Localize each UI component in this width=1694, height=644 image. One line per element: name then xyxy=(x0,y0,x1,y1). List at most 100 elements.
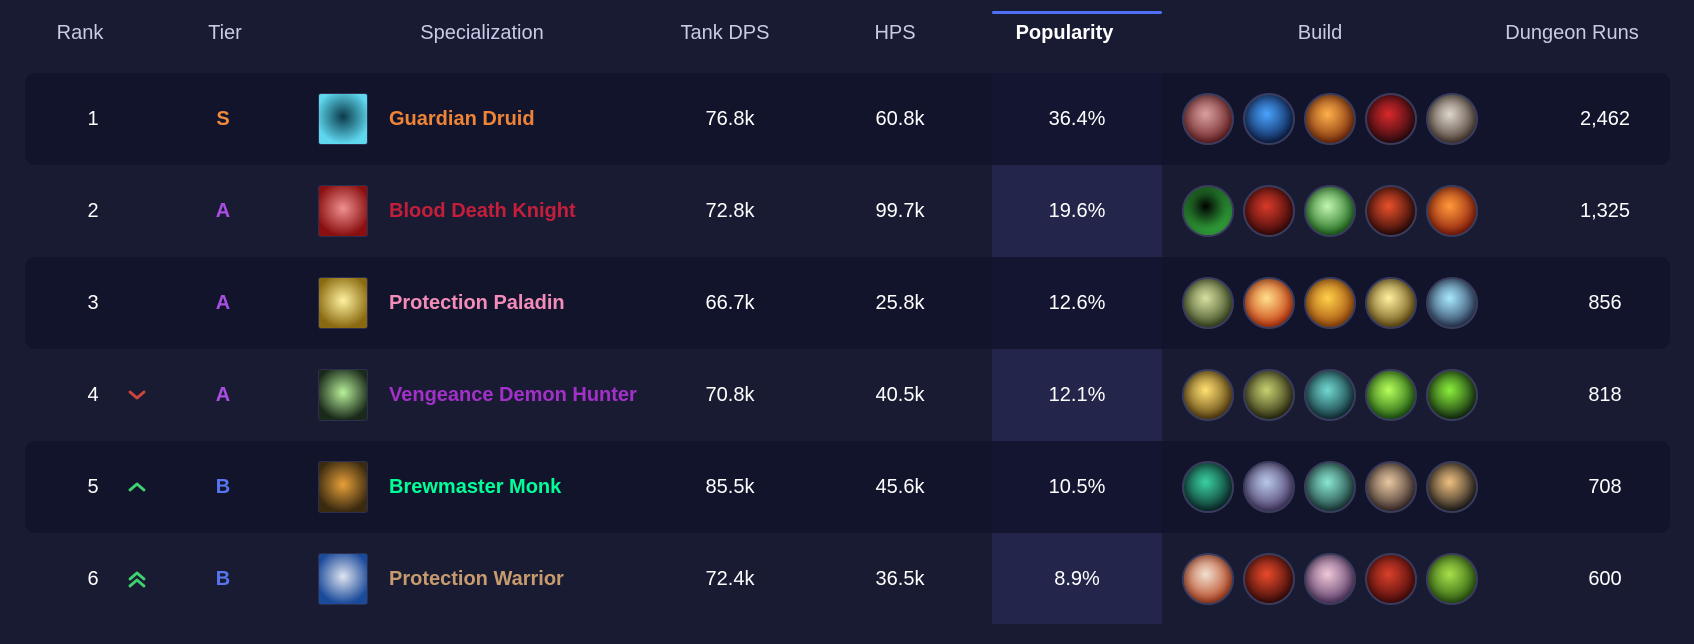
rank-number: 6 xyxy=(87,568,99,590)
talent-icon-1[interactable] xyxy=(1182,93,1234,145)
build-talents xyxy=(1182,277,1478,329)
popularity-value: 19.6% xyxy=(1048,200,1106,222)
talent-icon-3[interactable] xyxy=(1304,185,1356,237)
talent-icon-2[interactable] xyxy=(1243,93,1295,145)
popularity-value: 10.5% xyxy=(1048,476,1106,498)
tier-badge: S xyxy=(216,108,230,130)
talent-icon-2[interactable] xyxy=(1243,277,1295,329)
tier-badge: A xyxy=(215,292,231,314)
specialization-link[interactable]: Protection Warrior xyxy=(389,568,564,590)
talent-icon-4[interactable] xyxy=(1365,369,1417,421)
brewmaster-monk-icon xyxy=(318,461,368,513)
table-row[interactable]: 3 A Protection Paladin 66.7k 25.8k 12.6% 856 xyxy=(25,257,1670,349)
talent-icon-2[interactable] xyxy=(1243,553,1295,605)
trend-up-icon xyxy=(128,482,146,492)
table-row[interactable]: 1 S Guardian Druid 76.8k 60.8k 36.4% 2,462 xyxy=(25,73,1670,165)
table-row[interactable]: 4 A Vengeance Demon Hunter 70.8k 40.5k 12.1% 8… xyxy=(25,349,1670,441)
hps-value: 40.5k xyxy=(875,384,925,406)
talent-icon-1[interactable] xyxy=(1182,461,1234,513)
sort-indicator xyxy=(992,11,1162,14)
talent-icon-3[interactable] xyxy=(1304,461,1356,513)
specialization-link[interactable]: Brewmaster Monk xyxy=(389,476,562,498)
build-talents xyxy=(1182,553,1478,605)
talent-icon-1[interactable] xyxy=(1182,553,1234,605)
protection-warrior-icon xyxy=(318,553,368,605)
column-header-tank-dps[interactable]: Tank DPS xyxy=(680,22,770,44)
hps-value: 25.8k xyxy=(875,292,925,314)
talent-icon-4[interactable] xyxy=(1365,461,1417,513)
specialization-link[interactable]: Blood Death Knight xyxy=(389,200,576,222)
dungeon-runs-value: 600 xyxy=(1588,568,1622,590)
talent-icon-3[interactable] xyxy=(1304,93,1356,145)
column-header-popularity[interactable]: Popularity xyxy=(1015,22,1114,44)
talent-icon-5[interactable] xyxy=(1426,185,1478,237)
hps-value: 36.5k xyxy=(875,568,925,590)
tank-dps-value: 76.8k xyxy=(705,108,755,130)
talent-icon-4[interactable] xyxy=(1365,185,1417,237)
specialization-link[interactable]: Guardian Druid xyxy=(389,108,535,130)
talent-icon-1[interactable] xyxy=(1182,185,1234,237)
rank-cell: 4 xyxy=(25,349,161,441)
talent-icon-4[interactable] xyxy=(1365,93,1417,145)
dungeon-runs-value: 2,462 xyxy=(1579,108,1631,130)
rank-cell: 2 xyxy=(25,165,161,257)
table-row[interactable]: 6 B Protection Warrior 72.4k 36.5k 8.9% 600 xyxy=(25,533,1670,625)
column-header-specialization[interactable]: Specialization xyxy=(420,22,544,44)
column-header-build[interactable]: Build xyxy=(1297,22,1343,44)
talent-icon-5[interactable] xyxy=(1426,461,1478,513)
tier-badge: B xyxy=(215,568,231,590)
column-header-rank[interactable]: Rank xyxy=(56,22,104,44)
talent-icon-5[interactable] xyxy=(1426,93,1478,145)
dungeon-runs-value: 856 xyxy=(1588,292,1622,314)
talent-icon-3[interactable] xyxy=(1304,369,1356,421)
talent-icon-3[interactable] xyxy=(1304,553,1356,605)
rank-cell: 3 xyxy=(25,257,161,349)
rank-number: 1 xyxy=(87,108,99,130)
talent-icon-3[interactable] xyxy=(1304,277,1356,329)
tank-dps-value: 72.4k xyxy=(705,568,755,590)
talent-icon-5[interactable] xyxy=(1426,369,1478,421)
trend-up-double-icon xyxy=(128,571,146,588)
hps-value: 99.7k xyxy=(875,200,925,222)
rank-number: 3 xyxy=(87,292,99,314)
tank-dps-value: 72.8k xyxy=(705,200,755,222)
hps-value: 60.8k xyxy=(875,108,925,130)
talent-icon-1[interactable] xyxy=(1182,277,1234,329)
tier-badge: A xyxy=(215,200,231,222)
dungeon-runs-value: 818 xyxy=(1588,384,1622,406)
build-talents xyxy=(1182,93,1478,145)
build-talents xyxy=(1182,369,1478,421)
talent-icon-2[interactable] xyxy=(1243,369,1295,421)
specialization-link[interactable]: Protection Paladin xyxy=(389,292,565,314)
talent-icon-5[interactable] xyxy=(1426,277,1478,329)
talent-icon-2[interactable] xyxy=(1243,461,1295,513)
vengeance-demon-hunter-icon xyxy=(318,369,368,421)
table-row[interactable]: 5 B Brewmaster Monk 85.5k 45.6k 10.5% 708 xyxy=(25,441,1670,533)
talent-icon-4[interactable] xyxy=(1365,277,1417,329)
build-talents xyxy=(1182,461,1478,513)
blood-death-knight-icon xyxy=(318,185,368,237)
guardian-druid-icon xyxy=(318,93,368,145)
talent-icon-4[interactable] xyxy=(1365,553,1417,605)
popularity-value: 8.9% xyxy=(1054,568,1100,590)
popularity-value: 12.6% xyxy=(1048,292,1106,314)
table-header: Rank Tier Specialization Tank DPS HPS Po… xyxy=(0,0,1694,66)
column-header-hps[interactable]: HPS xyxy=(874,22,916,44)
column-header-tier[interactable]: Tier xyxy=(208,22,242,44)
tank-dps-value: 66.7k xyxy=(705,292,755,314)
specialization-link[interactable]: Vengeance Demon Hunter xyxy=(389,384,637,406)
protection-paladin-icon xyxy=(318,277,368,329)
talent-icon-2[interactable] xyxy=(1243,185,1295,237)
popularity-value: 12.1% xyxy=(1048,384,1106,406)
talent-icon-5[interactable] xyxy=(1426,553,1478,605)
tank-dps-value: 70.8k xyxy=(705,384,755,406)
rank-cell: 6 xyxy=(25,533,161,625)
rank-cell: 1 xyxy=(25,73,161,165)
column-header-dungeon-runs[interactable]: Dungeon Runs xyxy=(1505,22,1639,44)
table-row[interactable]: 2 A Blood Death Knight 72.8k 99.7k 19.6% 1,325 xyxy=(25,165,1670,257)
talent-icon-1[interactable] xyxy=(1182,369,1234,421)
dungeon-runs-value: 708 xyxy=(1588,476,1622,498)
hps-value: 45.6k xyxy=(875,476,925,498)
popularity-value: 36.4% xyxy=(1048,108,1106,130)
trend-down-icon xyxy=(128,390,146,400)
